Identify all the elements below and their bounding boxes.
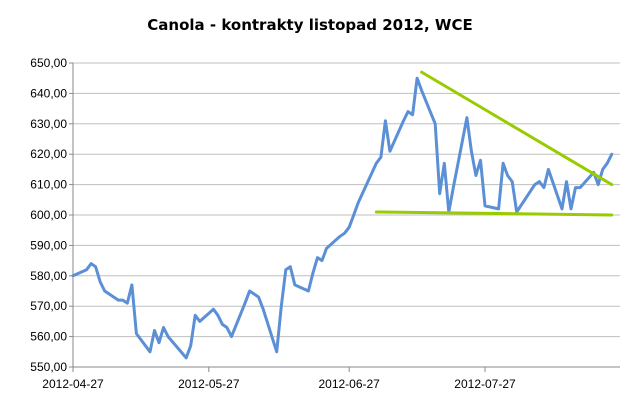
y-tick-label: 650,00 xyxy=(30,56,67,70)
y-tick-label: 570,00 xyxy=(30,299,67,313)
x-tick-label: 2012-06-27 xyxy=(318,377,380,391)
y-tick-label: 630,00 xyxy=(30,117,67,131)
x-tick-label: 2012-05-27 xyxy=(178,377,240,391)
trendline xyxy=(420,70,614,187)
y-tick-label: 600,00 xyxy=(30,208,67,222)
y-tick-label: 610,00 xyxy=(30,178,67,192)
y-tick-label: 550,00 xyxy=(30,360,67,374)
y-tick-label: 590,00 xyxy=(30,238,67,252)
chart-title: Canola - kontrakty listopad 2012, WCE xyxy=(147,16,473,34)
y-tick-label: 580,00 xyxy=(30,269,67,283)
price-line xyxy=(71,76,614,360)
y-tick-label: 620,00 xyxy=(30,147,67,161)
y-tick-label: 560,00 xyxy=(30,330,67,344)
x-tick-label: 2012-07-27 xyxy=(454,377,516,391)
x-tick-label: 2012-04-27 xyxy=(42,377,104,391)
y-tick-label: 640,00 xyxy=(30,86,67,100)
trendline xyxy=(374,210,614,217)
